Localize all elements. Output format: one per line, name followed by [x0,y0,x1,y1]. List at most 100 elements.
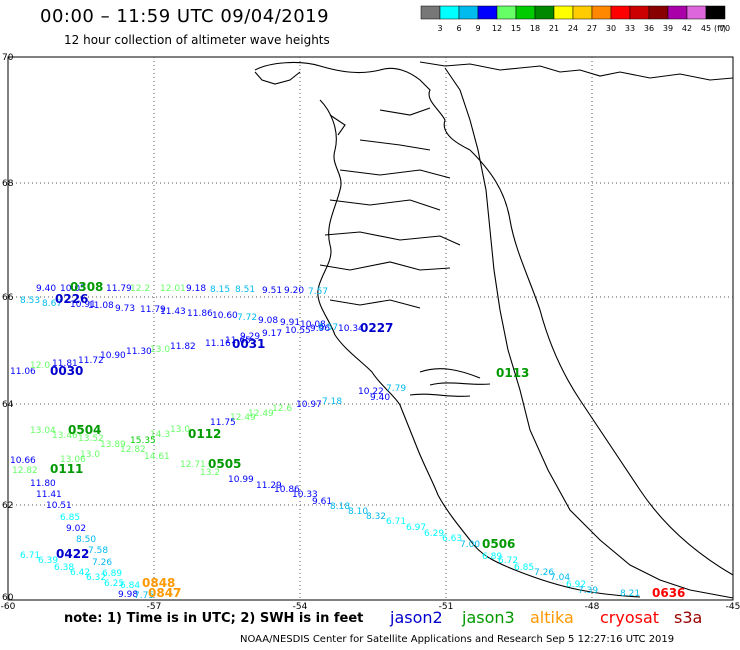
colorbar-swatch [610,5,631,20]
colorbar-unit: (ft) [714,24,726,33]
lon-tick-label: -60 [1,602,16,612]
swh-value: 10.99 [228,475,254,485]
swh-value: 6.84 [120,581,140,591]
lon-tick-label: -51 [439,602,454,612]
swh-value: 11.41 [36,490,62,500]
swh-value: 10.90 [100,351,126,361]
swh-value: 7.00 [460,540,480,550]
colorbar-swatch [705,5,726,20]
swh-value: 6.85 [514,563,534,573]
swh-value: 6.92 [566,580,586,590]
swh-value: 6.38 [54,563,74,573]
pass-time-label: 0422 [56,547,89,561]
swh-value: 8.51 [235,285,255,295]
swh-value: 7.39 [578,586,598,596]
swh-value: 13.89 [100,440,126,450]
lon-tick-label: -45 [726,602,740,612]
pass-time-label: 0112 [188,427,221,441]
colorbar-swatch [667,5,688,20]
swh-value: 7.26 [534,568,554,578]
footer-credit: NOAA/NESDIS Center for Satellite Applica… [240,634,675,645]
swh-value: 12.82 [12,466,38,476]
swh-value: 10.55 [285,326,311,336]
swh-value: 6.25 [104,579,124,589]
swh-value: 10.05 [60,284,86,294]
lat-tick-label: 64 [2,400,14,410]
colorbar-swatch [515,5,536,20]
swh-value: 9.91 [280,318,300,328]
swh-value: 7.18 [322,397,342,407]
swh-value: 6.39 [38,556,58,566]
swh-value: 6.89 [102,569,122,579]
swh-value: 13.2 [200,468,220,478]
pass-time-label: 0847 [148,586,181,600]
lat-tick-label: 70 [2,53,14,63]
swh-value: 13.52 [78,434,104,444]
swh-value: 6.71 [386,517,406,527]
legend-s3a: s3a [674,608,703,627]
pass-time-label: 0111 [50,462,83,476]
swh-value: 11.86 [187,309,213,319]
swh-value: 12.2 [130,284,150,294]
pass-time-label: 0113 [496,366,529,380]
colorbar-label: 3 [437,24,442,33]
swh-value: 8.32 [366,512,386,522]
swh-value: 9.98 [118,590,138,600]
lat-tick-label: 60 [2,593,14,603]
note-text: note: 1) Time is in UTC; 2) SWH is in fe… [64,611,364,626]
swh-value: 9.29 [240,332,260,342]
swh-value: 13.06 [60,455,86,465]
swh-value: 10.34 [338,324,364,334]
swh-value: 11.65 [225,336,251,346]
swh-value: 10.66 [10,456,36,466]
swh-value: 11.30 [126,347,152,357]
swh-value: 11.80 [30,479,56,489]
swh-value: 13.04 [30,426,56,436]
colorbar-label: 42 [682,24,692,33]
lat-tick-label: 68 [2,179,14,189]
swh-value: 7.75 [134,591,154,601]
swh-value: 10.22 [358,387,384,397]
colorbar-label: 30 [606,24,616,33]
pass-time-label: 0226 [55,292,88,306]
colorbar-label: 12 [492,24,502,33]
colorbar-swatch [648,5,669,20]
legend-jason3: jason3 [462,608,515,627]
swh-value: 9.40 [36,284,56,294]
swh-value: 11.29 [256,481,282,491]
swh-value: 11.08 [88,301,114,311]
pass-time-label: 0636 [652,586,685,600]
swh-value: 6.85 [60,513,80,523]
colorbar-label: 27 [587,24,597,33]
swh-value: 11.81 [52,359,78,369]
colorbar-swatch [686,5,707,20]
swh-value: 11.06 [10,367,36,377]
swh-value: 10.91 [70,300,96,310]
colorbar-swatch [534,5,555,20]
lon-tick-label: -48 [585,602,600,612]
swh-value: 13.0 [170,425,190,435]
page-title: 00:00 – 11:59 UTC 09/04/2019 [40,6,330,27]
swh-value: 11.79 [106,284,132,294]
swh-value: 12.49 [230,413,256,423]
swh-value: 13.46 [52,431,78,441]
colorbar-label: 24 [568,24,578,33]
greenland-coastline [254,61,734,599]
swh-value: 9.18 [186,284,206,294]
swh-value: 10.51 [46,501,72,511]
colorbar-swatch [629,5,650,20]
legend-jason2: jason2 [390,608,443,627]
swh-value: 11.82 [170,342,196,352]
legend-altika: altika [530,608,574,627]
swh-value: 8.53 [20,296,40,306]
swh-value: 8.57 [318,323,338,333]
lat-tick-label: 66 [2,293,14,303]
swh-value: 9.61 [312,497,332,507]
swh-value: 9.73 [115,304,135,314]
swh-value: 9.40 [370,393,390,403]
colorbar-label: 33 [625,24,635,33]
colorbar-swatch [496,5,517,20]
swh-value: 9.96 [310,324,330,334]
swh-value: 8.18 [330,502,350,512]
